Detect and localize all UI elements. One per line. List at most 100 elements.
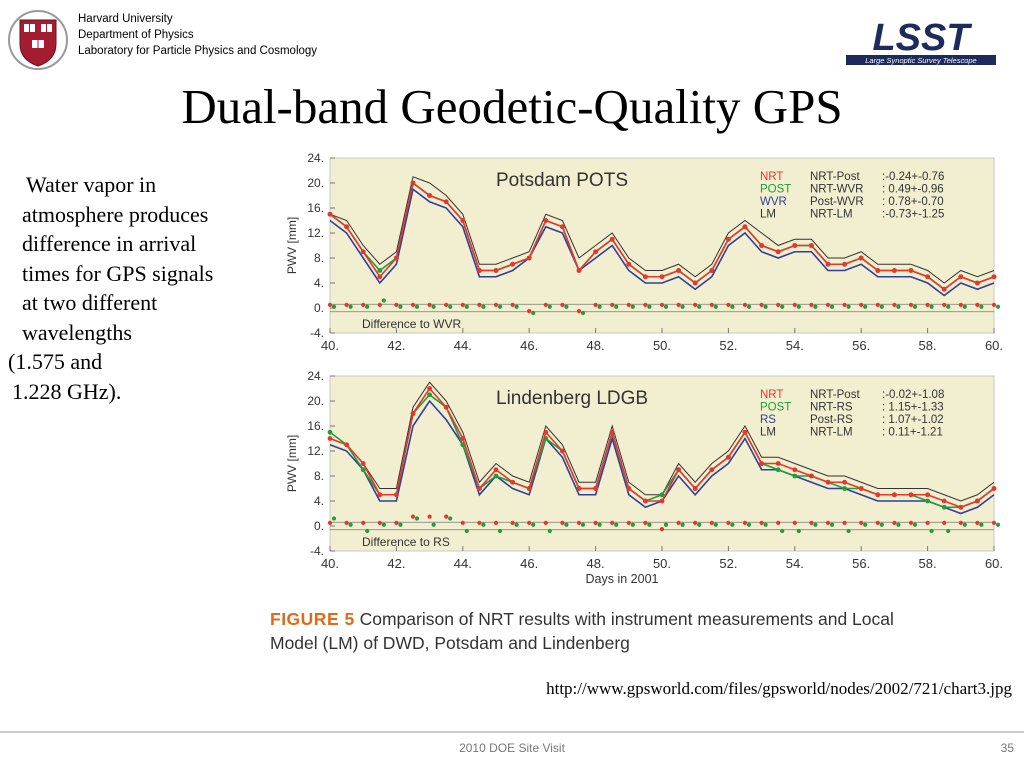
difference-point-post xyxy=(580,522,586,527)
difference-point-nrt xyxy=(560,302,565,307)
difference-point-post xyxy=(331,304,337,309)
difference-point-post xyxy=(547,528,552,534)
data-point-nrt xyxy=(991,274,997,280)
difference-point-nrt xyxy=(942,520,947,525)
x-axis-label: Days in 2001 xyxy=(586,572,659,586)
figure-caption-text-2: Model (LM) of DWD, Potsdam and Lindenber… xyxy=(270,633,630,653)
data-point-post xyxy=(659,492,665,498)
difference-point-nrt xyxy=(991,302,997,307)
data-point-nrt xyxy=(875,268,881,273)
bullet-line: 1.228 GHz). xyxy=(12,378,122,404)
difference-point-nrt xyxy=(875,302,880,307)
data-point-nrt xyxy=(394,255,399,261)
data-point-nrt xyxy=(809,473,814,479)
y-tick-label: 24. xyxy=(307,369,324,383)
difference-point-nrt xyxy=(543,302,548,307)
difference-point-nrt xyxy=(626,520,631,525)
data-point-nrt xyxy=(709,467,715,473)
difference-point-post xyxy=(796,528,801,534)
data-point-nrt xyxy=(742,224,748,230)
difference-point-post xyxy=(564,522,569,527)
x-tick-label: 40. xyxy=(321,338,339,353)
data-point-post xyxy=(427,392,432,398)
difference-point-post xyxy=(381,522,386,527)
difference-point-nrt xyxy=(908,302,914,307)
y-tick-label: 0. xyxy=(314,301,324,315)
difference-point-nrt xyxy=(859,302,864,307)
difference-point-post xyxy=(846,528,851,534)
data-point-nrt xyxy=(892,268,897,273)
data-point-nrt xyxy=(510,261,515,267)
y-tick-label: 4. xyxy=(314,494,324,508)
data-point-nrt xyxy=(576,268,582,273)
data-point-nrt xyxy=(726,454,731,460)
difference-point-nrt xyxy=(958,302,963,307)
y-tick-label: 20. xyxy=(307,394,324,408)
y-tick-label: 16. xyxy=(307,419,324,433)
data-point-nrt xyxy=(526,486,532,491)
difference-point-nrt xyxy=(427,302,432,307)
data-point-nrt xyxy=(659,498,665,504)
data-point-post xyxy=(925,498,930,504)
x-tick-label: 58. xyxy=(919,338,937,353)
difference-point-post xyxy=(414,304,420,309)
difference-point-post xyxy=(697,304,702,309)
data-point-nrt xyxy=(792,467,798,473)
difference-point-post xyxy=(946,304,951,309)
legend-comparison-stat: : 0.11+-1.21 xyxy=(882,427,943,439)
x-tick-label: 54. xyxy=(786,556,804,571)
difference-point-nrt xyxy=(394,302,399,307)
difference-point-post xyxy=(614,304,619,309)
legend-series-name: WVR xyxy=(760,196,787,208)
legend-comparison-label: NRT-LM xyxy=(810,209,853,221)
difference-point-nrt xyxy=(809,520,814,525)
difference-point-post xyxy=(497,528,503,534)
data-point-nrt xyxy=(792,243,798,248)
legend-series-name: POST xyxy=(760,402,791,414)
difference-point-post xyxy=(448,304,453,309)
legend-series-name: LM xyxy=(760,209,776,221)
difference-point-post xyxy=(564,304,569,309)
x-tick-label: 46. xyxy=(520,338,538,353)
data-point-nrt xyxy=(327,436,333,441)
x-tick-label: 48. xyxy=(587,556,605,571)
data-point-nrt xyxy=(543,429,549,435)
lsst-logo-subtitle: Large Synoptic Survey Telescope xyxy=(865,56,976,65)
difference-point-post xyxy=(464,528,469,534)
x-tick-label: 42. xyxy=(387,556,405,571)
x-tick-label: 50. xyxy=(653,556,671,571)
data-point-nrt xyxy=(709,268,715,273)
header-line-3: Laboratory for Particle Physics and Cosm… xyxy=(78,45,318,57)
data-point-nrt xyxy=(676,467,681,473)
y-tick-label: 12. xyxy=(307,444,324,458)
difference-point-post xyxy=(381,298,386,303)
difference-point-post xyxy=(348,522,353,527)
y-axis-label: PWV [mm] xyxy=(285,435,299,492)
data-point-nrt xyxy=(775,249,781,255)
difference-point-post xyxy=(896,522,901,527)
data-point-nrt xyxy=(443,199,449,205)
difference-point-post xyxy=(514,522,519,527)
y-tick-label: 12. xyxy=(307,226,324,240)
data-point-nrt xyxy=(941,498,947,504)
difference-point-post xyxy=(630,304,635,309)
data-point-nrt xyxy=(991,486,997,491)
data-point-nrt xyxy=(842,261,847,267)
difference-point-post xyxy=(481,522,486,527)
x-tick-label: 44. xyxy=(454,556,472,571)
y-tick-label: 20. xyxy=(307,176,324,190)
difference-point-post xyxy=(879,304,884,309)
data-point-nrt xyxy=(825,261,831,267)
bullet-line: atmosphere produces xyxy=(22,201,209,227)
data-point-nrt xyxy=(526,255,532,261)
x-tick-label: 48. xyxy=(587,338,605,353)
difference-point-post xyxy=(580,310,586,316)
panel-title: Lindenberg LDGB xyxy=(496,388,648,409)
data-point-nrt xyxy=(858,486,864,491)
legend-series-name: NRT xyxy=(760,171,783,183)
data-point-nrt xyxy=(543,218,549,223)
difference-point-nrt xyxy=(460,302,465,307)
difference-point-post xyxy=(962,304,967,309)
footer-text: 2010 DOE Site Visit xyxy=(459,741,565,755)
difference-point-nrt xyxy=(394,520,399,525)
